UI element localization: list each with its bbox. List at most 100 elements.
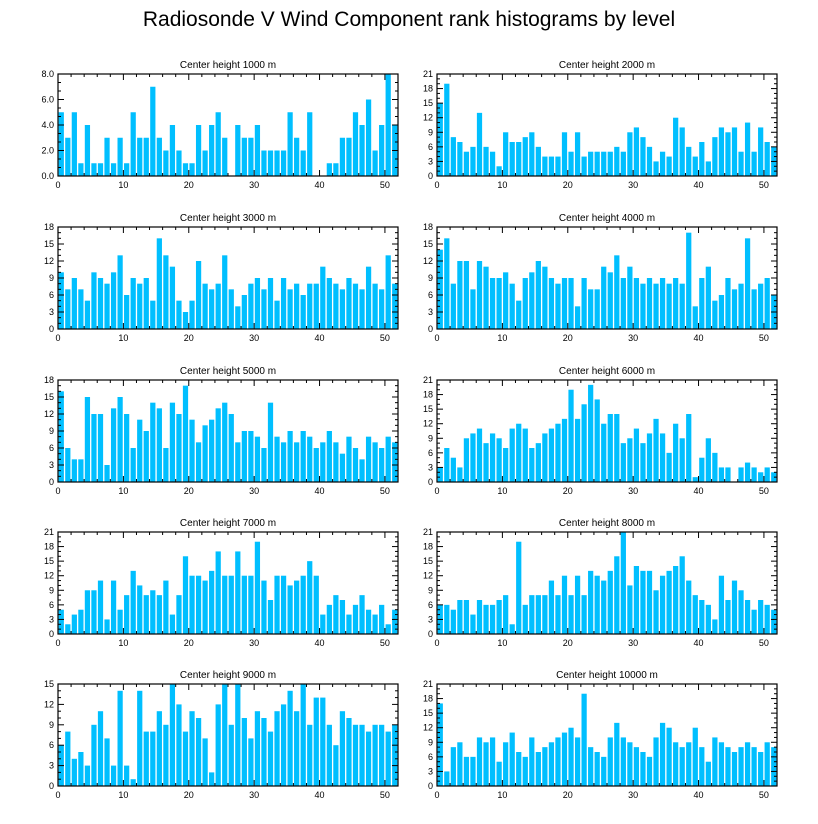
- chart9-bar: [320, 697, 326, 786]
- chart9-ytick-label: 15: [44, 679, 54, 689]
- chart2-bar: [489, 151, 496, 176]
- chart5-bar: [248, 431, 254, 482]
- chart6-title: Center height 6000 m: [559, 366, 655, 377]
- chart7-bar: [352, 604, 359, 634]
- chart8-bar: [620, 532, 626, 634]
- chart9-bar: [392, 724, 398, 786]
- chart6-bar: [516, 423, 522, 482]
- chart4-bar: [588, 289, 594, 329]
- chart7-bar: [280, 575, 287, 634]
- chart7-xtick-label: 0: [55, 638, 60, 648]
- chart9-bar: [202, 738, 208, 786]
- chart1-bar: [280, 150, 287, 176]
- chart5-bar: [392, 442, 398, 482]
- chart5-bar: [91, 414, 97, 482]
- chart1-xtick-label: 50: [380, 180, 390, 190]
- chart6-bar: [738, 467, 744, 482]
- chart2-bar: [496, 166, 502, 176]
- chart10-bar: [568, 727, 574, 786]
- chart2-bar: [725, 132, 731, 176]
- chart3-bar: [117, 255, 123, 329]
- chart3-xtick-label: 0: [55, 333, 60, 343]
- chart5-ytick-label: 12: [44, 409, 54, 419]
- chart4-bar: [535, 261, 541, 329]
- chart1-bar: [84, 125, 91, 176]
- chart1-bar: [372, 150, 378, 176]
- chart10-bar: [503, 742, 509, 786]
- chart9-bar: [91, 724, 97, 786]
- chart4-xtick-label: 10: [497, 333, 507, 343]
- chart1-title: Center height 1000 m: [180, 60, 276, 71]
- chart10-ytick-label: 3: [428, 766, 433, 776]
- chart2-bar: [535, 146, 541, 176]
- chart7-bar: [287, 585, 293, 634]
- chart1-bar: [137, 137, 143, 176]
- chart4-bar: [529, 272, 535, 329]
- chart7-bar: [195, 575, 202, 634]
- chart4-bar: [646, 278, 653, 329]
- chart5-bar: [294, 442, 300, 482]
- chart5-bar: [176, 414, 182, 482]
- chart3-bar: [313, 283, 319, 329]
- chart7-bar: [163, 580, 169, 634]
- chart10-bar: [437, 703, 443, 786]
- chart7-bar: [189, 575, 195, 634]
- chart9-bar: [130, 779, 136, 786]
- chart10-bar: [620, 737, 626, 786]
- chart6-bar: [503, 448, 509, 482]
- chart1-bar: [202, 150, 208, 176]
- chart1-bar: [189, 163, 195, 176]
- chart4-bar: [601, 266, 607, 329]
- chart10-bar: [496, 761, 502, 786]
- chart6-xtick-label: 30: [628, 486, 638, 496]
- chart3-ytick-label: 0: [49, 324, 54, 334]
- chart3-bar: [320, 266, 326, 329]
- chart7-bar: [91, 590, 97, 634]
- chart9-bar: [294, 711, 300, 786]
- chart5-bar: [261, 448, 267, 482]
- chart10-bar: [673, 742, 679, 786]
- chart9-bar: [254, 711, 261, 786]
- chart1-bar: [346, 137, 352, 176]
- chart9-xtick-label: 10: [118, 790, 128, 800]
- chart7-bar: [267, 600, 274, 634]
- chart3-bar: [333, 283, 339, 329]
- chart6-bar: [725, 467, 731, 482]
- chart3-bar: [352, 283, 359, 329]
- chart10-bar: [561, 732, 568, 786]
- chart2-bar: [627, 132, 633, 176]
- chart5-ytick-label: 6: [49, 443, 54, 453]
- chart1-bar: [130, 112, 136, 176]
- chart9-xtick-label: 20: [184, 790, 194, 800]
- chart4-bar: [489, 278, 496, 329]
- chart10-bar: [522, 756, 528, 786]
- chart4-ytick-label: 0: [428, 324, 433, 334]
- chart3-bar: [274, 300, 280, 329]
- chart5-bar: [385, 436, 391, 482]
- chart2-bar: [503, 132, 509, 176]
- chart7-bar: [58, 609, 64, 634]
- chart3-xtick-label: 50: [380, 333, 390, 343]
- chart5-bar: [209, 419, 215, 482]
- chart1-bar: [235, 125, 241, 176]
- chart8-bar: [771, 609, 777, 634]
- chart4-bar: [692, 306, 698, 329]
- chart8-bar: [673, 566, 679, 634]
- chart7-bar: [71, 614, 77, 634]
- chart6-bar: [666, 452, 672, 482]
- chart1-bar: [143, 137, 149, 176]
- chart10-bar: [692, 727, 698, 786]
- chart4-bar: [509, 283, 515, 329]
- chart2-bar: [673, 117, 679, 176]
- chart7-xtick-label: 50: [380, 638, 390, 648]
- chart5-bar: [320, 442, 326, 482]
- chart9-bar: [235, 684, 241, 786]
- chart8-title: Center height 8000 m: [559, 518, 655, 529]
- chart8-bar: [496, 600, 502, 634]
- chart9-bar: [169, 684, 176, 786]
- chart4-bar: [574, 306, 581, 329]
- chart6-bar: [764, 467, 770, 482]
- chart4-title: Center height 4000 m: [559, 213, 655, 224]
- chart6-bar: [653, 418, 659, 482]
- chart2-xtick-label: 30: [628, 180, 638, 190]
